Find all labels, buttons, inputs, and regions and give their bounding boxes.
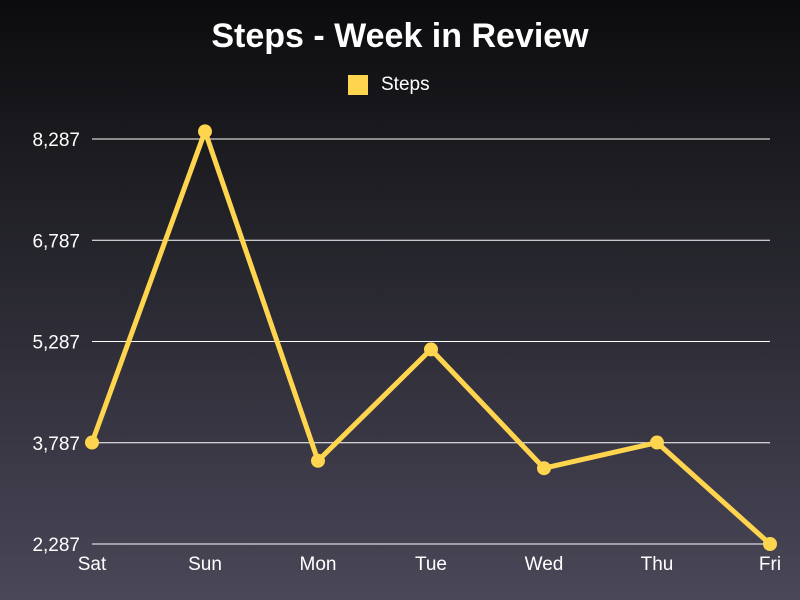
x-tick-label: Mon — [300, 554, 337, 575]
legend-swatch — [348, 75, 368, 95]
x-tick-label: Fri — [759, 554, 781, 575]
legend: Steps — [348, 74, 430, 95]
y-tick-label: 8,287 — [32, 130, 80, 151]
y-tick-label: 2,287 — [32, 535, 80, 556]
gridlines — [92, 138, 770, 545]
y-axis-ticks: 2,287 3,787 5,287 6,787 8,287 — [32, 130, 80, 556]
y-tick-label: 6,787 — [32, 231, 80, 252]
x-tick-label: Sun — [188, 554, 222, 575]
data-point — [85, 435, 99, 450]
data-point — [311, 453, 325, 468]
data-point — [650, 435, 664, 450]
x-tick-label: Tue — [415, 554, 447, 575]
data-point — [763, 537, 777, 551]
y-tick-label: 5,287 — [32, 333, 80, 354]
chart-title: Steps - Week in Review — [211, 17, 589, 55]
x-tick-label: Sat — [78, 554, 107, 575]
series-line — [89, 128, 773, 547]
series-steps — [85, 124, 777, 551]
data-point — [198, 124, 212, 139]
x-tick-label: Thu — [641, 554, 674, 575]
data-point — [537, 461, 551, 476]
data-point — [424, 342, 438, 357]
x-tick-label: Wed — [525, 554, 564, 575]
y-tick-label: 3,787 — [32, 434, 80, 455]
legend-label: Steps — [381, 74, 430, 95]
x-axis-ticks: Sat Sun Mon Tue Wed Thu Fri — [78, 554, 781, 575]
